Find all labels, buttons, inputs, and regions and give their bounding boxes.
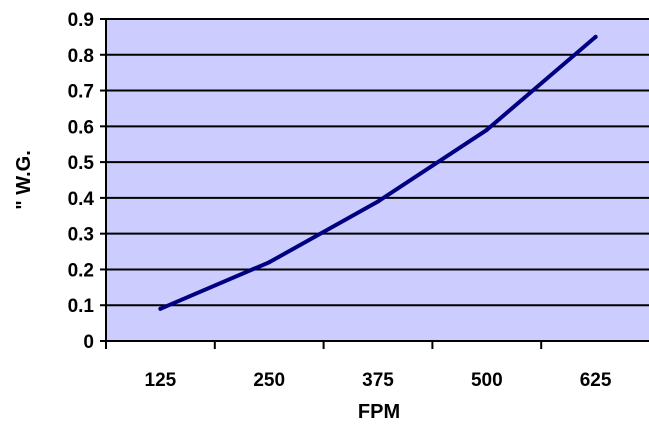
axes [100,18,649,349]
data-point [376,199,380,204]
y-tick-label: 0.3 [68,225,94,246]
x-tick-label: 250 [253,370,285,391]
x-tick-label: 375 [362,370,394,391]
data-point [158,306,163,311]
x-axis-title: FPM [358,401,400,423]
x-tick-label: 500 [471,370,503,391]
y-tick-label: 0.6 [68,117,94,138]
y-tick-label: 0.2 [68,260,94,281]
data-point [593,34,598,39]
data-point [484,127,489,132]
y-axis-title: " W.G. [13,150,35,209]
x-tick-labels: 125 250 375 500 625 [145,370,612,391]
y-tick-label: 0 [83,332,94,353]
gridlines [106,18,649,307]
y-tick-label: 0.1 [68,296,95,317]
y-tick-label: 0.5 [68,153,95,174]
y-tick-label: 0.4 [68,189,95,210]
y-tick-label: 0.9 [68,10,94,31]
x-tick-label: 125 [145,370,177,391]
y-tick-labels: 0 0.1 0.2 0.3 0.4 0.5 0.6 0.7 0.8 0.9 [68,10,95,353]
x-tick-label: 625 [580,370,612,391]
y-tick-label: 0.7 [68,82,94,103]
plot-area [105,18,649,342]
series-group [158,34,598,311]
data-point [267,260,272,265]
y-tick-label: 0.8 [68,46,94,67]
